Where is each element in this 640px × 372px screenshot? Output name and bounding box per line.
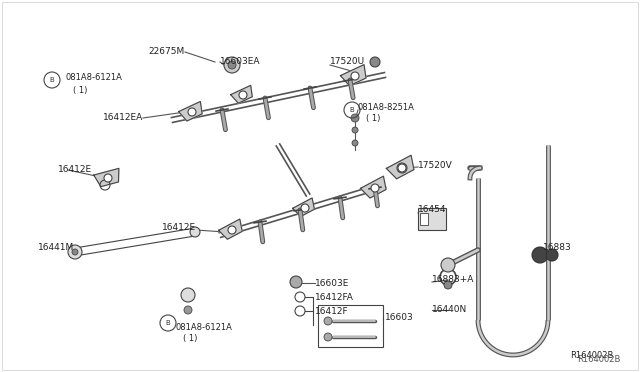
Circle shape bbox=[239, 91, 247, 99]
Text: 17520U: 17520U bbox=[330, 58, 365, 67]
Circle shape bbox=[224, 57, 240, 73]
Text: B: B bbox=[349, 107, 355, 113]
Text: ( 1): ( 1) bbox=[366, 115, 380, 124]
Text: 16412E: 16412E bbox=[162, 224, 196, 232]
Text: 081A8-6121A: 081A8-6121A bbox=[175, 323, 232, 331]
Circle shape bbox=[352, 140, 358, 146]
Circle shape bbox=[398, 164, 406, 172]
Circle shape bbox=[352, 127, 358, 133]
Text: B: B bbox=[50, 77, 54, 83]
Text: ( 1): ( 1) bbox=[183, 334, 197, 343]
Circle shape bbox=[228, 61, 236, 69]
Circle shape bbox=[444, 281, 452, 289]
Circle shape bbox=[371, 184, 379, 192]
Circle shape bbox=[324, 333, 332, 341]
Polygon shape bbox=[292, 198, 314, 217]
Polygon shape bbox=[387, 155, 414, 179]
Circle shape bbox=[228, 226, 236, 234]
Circle shape bbox=[68, 245, 82, 259]
Circle shape bbox=[351, 114, 359, 122]
Circle shape bbox=[190, 227, 200, 237]
Circle shape bbox=[546, 249, 558, 261]
Text: B: B bbox=[166, 320, 170, 326]
Text: 16412F: 16412F bbox=[315, 307, 349, 315]
Text: 17520V: 17520V bbox=[418, 160, 452, 170]
Circle shape bbox=[351, 72, 359, 80]
Text: 16441M: 16441M bbox=[38, 244, 74, 253]
Circle shape bbox=[72, 249, 78, 255]
Text: 16454: 16454 bbox=[418, 205, 447, 215]
Text: 16412E: 16412E bbox=[58, 166, 92, 174]
Polygon shape bbox=[179, 102, 202, 121]
Text: 16883: 16883 bbox=[543, 244, 572, 253]
Circle shape bbox=[181, 288, 195, 302]
Text: 16440N: 16440N bbox=[432, 305, 467, 314]
Text: 22675M: 22675M bbox=[148, 48, 185, 57]
Polygon shape bbox=[360, 176, 386, 198]
Circle shape bbox=[188, 108, 196, 116]
Circle shape bbox=[104, 174, 112, 182]
Polygon shape bbox=[340, 65, 366, 86]
Circle shape bbox=[532, 247, 548, 263]
Bar bbox=[420, 213, 428, 225]
Circle shape bbox=[301, 204, 309, 212]
Bar bbox=[418, 208, 446, 230]
Text: R164002B: R164002B bbox=[577, 356, 620, 365]
Text: 16603: 16603 bbox=[385, 314, 413, 323]
Bar bbox=[318, 305, 383, 347]
Polygon shape bbox=[94, 169, 119, 187]
Text: 16603EA: 16603EA bbox=[220, 58, 260, 67]
Circle shape bbox=[184, 306, 192, 314]
Text: 16412EA: 16412EA bbox=[103, 113, 143, 122]
Text: 081A8-6121A: 081A8-6121A bbox=[65, 74, 122, 83]
Polygon shape bbox=[219, 219, 242, 239]
Text: 16883+A: 16883+A bbox=[432, 276, 474, 285]
Circle shape bbox=[370, 57, 380, 67]
Circle shape bbox=[290, 276, 302, 288]
Text: ( 1): ( 1) bbox=[73, 86, 88, 94]
Text: 081A8-8251A: 081A8-8251A bbox=[358, 103, 415, 112]
Circle shape bbox=[441, 258, 455, 272]
Text: 16412FA: 16412FA bbox=[315, 294, 354, 302]
Text: 16603E: 16603E bbox=[315, 279, 349, 288]
Circle shape bbox=[324, 317, 332, 325]
Polygon shape bbox=[230, 85, 252, 103]
Text: R164002B: R164002B bbox=[570, 350, 613, 359]
